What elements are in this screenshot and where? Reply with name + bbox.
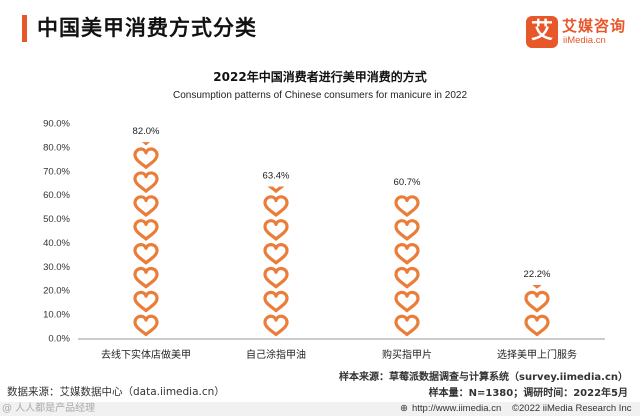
bar-1 (133, 142, 159, 337)
heart-mark (394, 266, 420, 289)
heart-mark (133, 242, 159, 265)
y-tick-label: 50.0% (43, 214, 70, 225)
category-label: 选择美甲上门服务 (497, 348, 577, 361)
footer-bar: ⊕ http://www.iimedia.cn ©2022 iiMedia Re… (0, 402, 640, 416)
heart-mark (133, 219, 159, 241)
bar-3 (394, 195, 420, 337)
heart-mark (263, 195, 289, 217)
footer-copyright: ©2022 iiMedia Research Inc (512, 403, 632, 414)
iimedia-logo: 艾 艾媒咨询 iiMedia.cn (526, 14, 632, 54)
heart-mark (394, 290, 420, 313)
heart-mark (524, 314, 550, 337)
chart-title: 2022年中国消费者进行美甲消费的方式 (213, 70, 427, 84)
y-tick-label: 40.0% (43, 238, 70, 249)
title-accent-bar (22, 15, 27, 42)
heart-mark (524, 290, 550, 313)
category-label: 自己涂指甲油 (246, 348, 306, 361)
footer-globe-icon: ⊕ (400, 403, 408, 414)
page-title: 中国美甲消费方式分类 (37, 16, 257, 40)
heart-mark (133, 290, 159, 313)
y-tick-label: 60.0% (43, 190, 70, 201)
logo-chinese-name: 艾媒咨询 (562, 17, 627, 35)
bar-2 (263, 186, 289, 337)
y-tick-label: 10.0% (43, 310, 70, 321)
y-tick-label: 70.0% (43, 166, 70, 177)
data-label: 82.0% (133, 126, 160, 137)
heart-mark (263, 219, 289, 241)
y-tick-label: 0.0% (48, 334, 70, 345)
watermark: @ 人人都是产品经理 (2, 403, 96, 414)
footer-url[interactable]: http://www.iimedia.cn (412, 403, 502, 414)
heart-mark (394, 219, 420, 241)
heart-mark (133, 314, 159, 337)
heart-mark (133, 171, 159, 193)
category-label: 购买指甲片 (382, 348, 432, 361)
data-source-note: 数据来源：艾媒数据中心（data.iimedia.cn） (7, 386, 225, 398)
heart-mark (263, 242, 289, 265)
y-tick-label: 90.0% (43, 119, 70, 130)
logo-mark-icon: 艾 (526, 16, 558, 48)
sample-size-note: 样本量：N=1380；调研时间：2022年5月 (428, 388, 628, 399)
y-tick-label: 30.0% (43, 262, 70, 273)
sample-source-note: 样本来源：草莓派数据调查与计算系统（survey.iimedia.cn） (339, 372, 628, 383)
data-label: 63.4% (263, 171, 290, 182)
heart-mark (263, 290, 289, 313)
logo-english-name: iiMedia.cn (563, 35, 606, 46)
heart-mark (394, 195, 420, 217)
data-label: 22.2% (524, 269, 551, 280)
y-tick-label: 20.0% (43, 286, 70, 297)
heart-mark (133, 195, 159, 217)
bar-4 (524, 284, 550, 337)
y-tick-label: 80.0% (43, 142, 70, 153)
heart-mark (263, 266, 289, 289)
heart-mark (133, 266, 159, 289)
chart-subtitle: Consumption patterns of Chinese consumer… (172, 90, 468, 101)
category-label: 去线下实体店做美甲 (101, 348, 191, 361)
heart-mark (394, 242, 420, 265)
heart-mark (394, 314, 420, 337)
heart-mark (263, 314, 289, 337)
data-label: 60.7% (394, 177, 421, 188)
heart-mark (133, 147, 159, 169)
